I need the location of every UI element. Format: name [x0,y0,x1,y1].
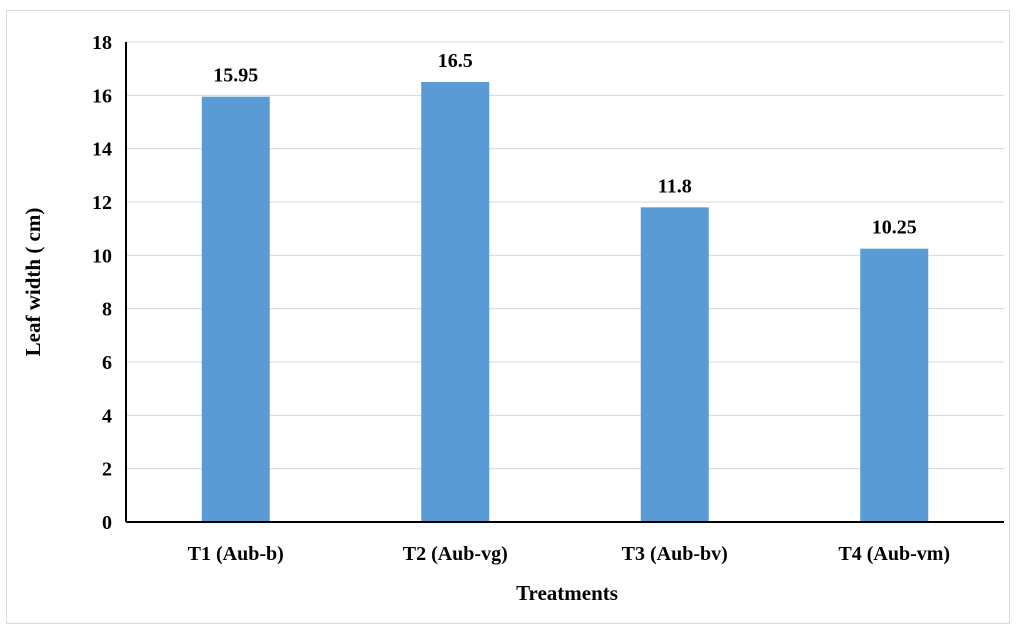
labels: 0 2 4 6 8 10 12 14 16 18 15.95 T1 (Aub-b) 16.5 T2 (Au… [92,32,950,565]
y-tick-label-2: 2 [102,459,112,481]
x-tick-label-4: T4 (Aub-vm) [838,543,950,565]
y-tick-label-8: 8 [102,299,112,321]
data-label-3: 11.8 [658,175,692,197]
x-tick-label-1: T1 (Aub-b) [188,543,284,565]
y-tick-label-18: 18 [92,32,112,54]
y-tick-label-14: 14 [92,139,112,161]
y-tick-label-4: 4 [102,405,112,427]
data-label-4: 10.25 [872,217,917,239]
y-tick-label-16: 16 [92,85,112,107]
bar-3 [640,207,709,523]
x-tick-label-3: T3 (Aub-bv) [622,543,728,565]
bars [201,82,929,523]
axes [125,42,1004,523]
y-axis-title: Leaf width ( cm) [21,208,45,357]
gridlines [126,41,1004,470]
bar-2 [421,82,490,522]
y-tick-label-12: 12 [92,192,112,214]
x-tick-label-2: T2 (Aub-vg) [403,543,508,565]
data-label-2: 16.5 [438,50,473,72]
bar-4 [860,248,929,522]
bar-1 [201,96,270,523]
data-label-1: 15.95 [213,65,258,87]
y-tick-label-6: 6 [102,352,112,374]
y-tick-label-10: 10 [92,245,112,267]
x-axis-title: Treatments [516,581,618,605]
y-tick-label-0: 0 [102,512,112,534]
